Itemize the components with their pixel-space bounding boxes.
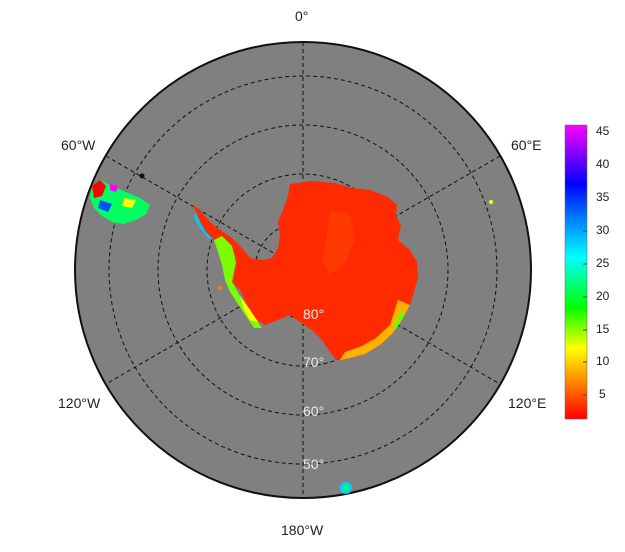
colorbar-ticks (583, 131, 587, 396)
colorbar-tick-35: 35 (596, 190, 610, 204)
colorbar-tick-25: 25 (596, 256, 610, 270)
lat-label-70: 70° (303, 354, 325, 370)
island-sw-core (343, 485, 349, 491)
colorbar-tick-30: 30 (596, 223, 610, 237)
lon-label-0: 0° (295, 8, 309, 24)
lon-label-60e: 60°E (511, 137, 542, 153)
peninsula-fringe (214, 236, 262, 328)
peninsula-tip (194, 212, 214, 240)
colorbar (564, 124, 588, 420)
coastal-fringe-east (340, 300, 410, 360)
peninsula-fringe-yellow (240, 296, 258, 322)
colorbar-tick-40: 40 (596, 157, 610, 171)
coastal-fringe-east-green (392, 312, 405, 331)
lat-label-80: 80° (303, 306, 325, 322)
lat-label-60: 60° (303, 403, 325, 419)
lon-label-180w: 180°W (281, 522, 324, 538)
lon-label-120e: 120°E (508, 395, 547, 411)
colorbar-tick-15: 15 (596, 322, 610, 336)
interior-variation (322, 210, 355, 275)
south-america-magenta (110, 184, 118, 192)
south-america-tip (90, 180, 150, 224)
lat-label-50: 50° (303, 456, 325, 472)
island-peninsula-north (218, 286, 222, 290)
colorbar-tick-5: 5 (599, 387, 606, 401)
lon-label-60w: 60°W (61, 137, 96, 153)
antarctica-landmass (228, 181, 418, 360)
colorbar-tick-45: 45 (596, 124, 610, 138)
island-kerguelen (489, 200, 493, 204)
lon-label-120w: 120°W (58, 395, 101, 411)
colorbar-tick-10: 10 (596, 354, 610, 368)
south-america-red (92, 180, 106, 198)
south-america-blue (98, 200, 112, 212)
colorbar-tick-20: 20 (596, 289, 610, 303)
island-falklands (139, 173, 145, 179)
south-america-yellow (122, 198, 136, 208)
